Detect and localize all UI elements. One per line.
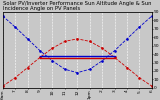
Text: Solar PV/Inverter Performance Sun Altitude Angle & Sun Incidence Angle on PV Pan: Solar PV/Inverter Performance Sun Altitu… xyxy=(3,1,151,12)
